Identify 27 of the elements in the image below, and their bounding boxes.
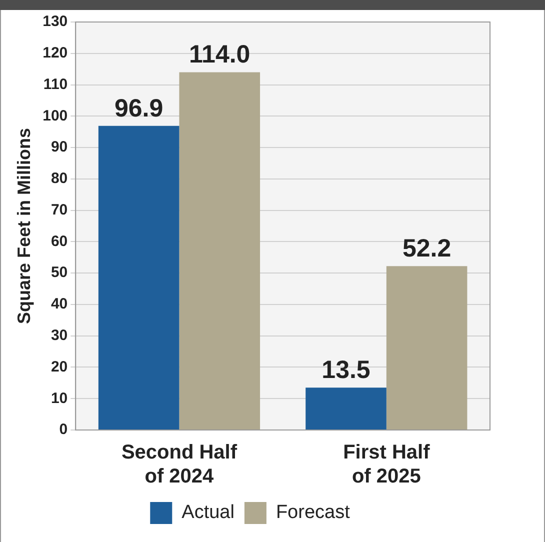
legend-label: Actual <box>182 502 234 524</box>
y-tick-label: 50 <box>50 264 68 282</box>
y-tick-label: 30 <box>50 326 68 344</box>
y-tick-label: 70 <box>50 201 68 218</box>
data-label: 13.5 <box>322 356 370 384</box>
legend-label: Forecast <box>276 502 351 524</box>
x-tick-label: Second Half of 2024 <box>121 442 238 488</box>
y-tick-label: 10 <box>50 390 68 407</box>
y-axis-title: Square Feet in Millions <box>14 128 34 324</box>
y-tick-label: 20 <box>50 358 68 376</box>
bar <box>179 72 260 430</box>
data-label: 96.9 <box>114 94 164 122</box>
data-label: 52.2 <box>402 234 452 263</box>
bar <box>98 126 180 430</box>
y-tick-label: 80 <box>50 170 68 188</box>
x-tick-label: First Half of 2025 <box>343 442 430 488</box>
data-label: 114.0 <box>189 40 250 69</box>
y-tick-label: 60 <box>50 232 68 250</box>
y-tick-label: 40 <box>50 296 68 313</box>
y-tick-label: 120 <box>42 44 68 62</box>
y-tick-label: 90 <box>50 138 68 156</box>
y-tick-label: 0 <box>59 421 68 438</box>
bar <box>386 266 468 430</box>
y-tick-label: 130 <box>42 13 68 30</box>
y-tick-label: 110 <box>43 76 68 93</box>
y-tick-label: 100 <box>42 107 68 124</box>
bar <box>306 388 386 430</box>
